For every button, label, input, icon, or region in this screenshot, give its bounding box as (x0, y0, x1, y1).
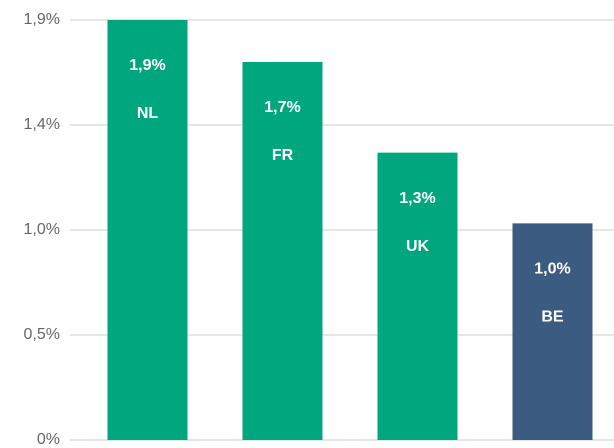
value-label: 1,7% (264, 99, 300, 116)
bar (242, 62, 323, 440)
bar (512, 223, 593, 440)
category-label: UK (406, 238, 430, 255)
value-label: 1,9% (129, 57, 165, 74)
y-tick-label: 0,5% (24, 326, 60, 343)
bar (107, 20, 188, 440)
bar (377, 152, 458, 440)
y-tick-label: 1,0% (24, 221, 60, 238)
category-label: BE (541, 309, 564, 326)
y-tick-label: 1,9% (24, 11, 60, 28)
value-label: 1,0% (534, 261, 570, 278)
category-label: NL (137, 105, 159, 122)
y-tick-label: 1,4% (24, 116, 60, 133)
y-tick-label: 0% (37, 431, 60, 448)
value-label: 1,3% (399, 190, 435, 207)
category-label: FR (272, 147, 294, 164)
